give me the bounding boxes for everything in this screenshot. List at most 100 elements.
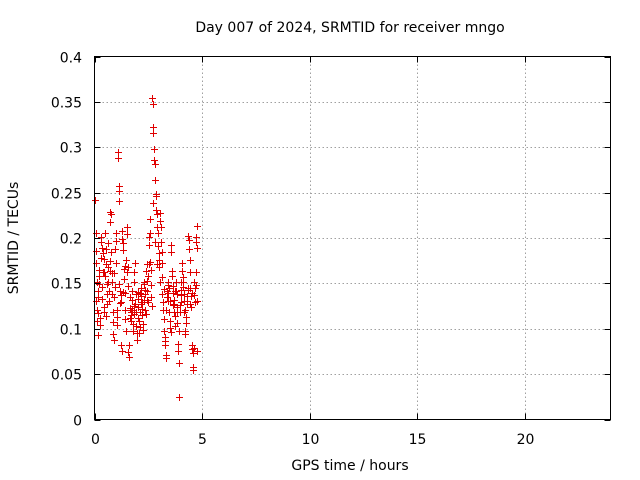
y-tick-label: 0.1: [60, 323, 82, 339]
data-point: [147, 216, 154, 223]
data-point: [96, 281, 103, 288]
data-point: [141, 279, 148, 286]
data-point: [191, 345, 198, 352]
data-point: [193, 234, 200, 241]
data-point: [154, 261, 161, 268]
data-point: [168, 329, 175, 336]
data-point: [110, 319, 117, 326]
data-point: [125, 264, 132, 271]
data-point: [158, 224, 165, 231]
data-point: [159, 249, 166, 256]
data-point: [193, 269, 200, 276]
data-point: [114, 314, 121, 321]
data-point: [110, 331, 117, 338]
data-point: [143, 311, 150, 318]
x-tick-label: 10: [302, 432, 320, 448]
data-point: [118, 342, 125, 349]
data-point: [95, 310, 102, 317]
data-point: [194, 348, 201, 355]
data-point: [102, 273, 109, 280]
data-point: [119, 228, 126, 235]
data-point: [129, 288, 136, 295]
data-point: [116, 281, 123, 288]
data-point: [194, 223, 201, 230]
data-point: [176, 360, 183, 367]
data-point: [157, 279, 164, 286]
data-point: [145, 299, 152, 306]
data-point: [150, 124, 157, 131]
data-point: [140, 327, 147, 334]
data-point: [120, 240, 127, 247]
x-tick-labels: 0 5 10 15 20: [91, 432, 534, 448]
data-point: [175, 348, 182, 355]
data-point: [150, 101, 157, 108]
data-point: [179, 260, 186, 267]
data-point: [190, 350, 197, 357]
data-point: [94, 307, 101, 314]
data-point: [188, 304, 195, 311]
axis-ticks: [94, 56, 611, 421]
data-point: [105, 240, 112, 247]
data-point: [152, 239, 159, 246]
data-point: [115, 149, 122, 156]
data-point: [172, 313, 179, 320]
data-point: [115, 155, 122, 162]
data-point: [182, 331, 189, 338]
data-point: [180, 274, 187, 281]
data-point: [137, 324, 144, 331]
data-point: [108, 211, 115, 218]
data-point: [186, 246, 193, 253]
data-point: [163, 307, 170, 314]
x-tick-label: 0: [91, 432, 100, 448]
data-point: [124, 224, 131, 231]
x-tick-label: 15: [409, 432, 427, 448]
y-tick-label: 0.4: [60, 51, 82, 67]
data-point: [111, 270, 118, 277]
data-point: [116, 198, 123, 205]
data-point: [176, 328, 183, 335]
data-point: [149, 95, 156, 102]
data-point: [189, 290, 196, 297]
data-point: [159, 291, 166, 298]
y-tick-label: 0.3: [60, 141, 82, 157]
data-point: [170, 302, 177, 309]
data-point: [139, 306, 146, 313]
data-point: [148, 282, 155, 289]
data-point: [133, 323, 140, 330]
data-point: [131, 279, 138, 286]
data-point: [134, 337, 141, 344]
chart-title: Day 007 of 2024, SRMTID for receiver mng…: [195, 20, 504, 36]
data-point: [140, 321, 147, 328]
data-point: [167, 318, 174, 325]
data-point: [113, 260, 120, 267]
data-point: [126, 342, 133, 349]
x-axis-label: GPS time / hours: [291, 458, 408, 474]
y-tick-label: 0.35: [51, 96, 82, 112]
data-point: [112, 284, 119, 291]
data-point: [119, 236, 126, 243]
data-point: [156, 250, 163, 257]
data-point: [144, 288, 151, 295]
data-point: [117, 288, 124, 295]
data-point: [117, 300, 124, 307]
data-point: [101, 256, 108, 263]
data-point: [110, 309, 117, 316]
data-point: [166, 285, 173, 292]
data-point: [95, 294, 102, 301]
data-point: [183, 320, 190, 327]
x-tick-label: 5: [198, 432, 207, 448]
data-point: [194, 298, 201, 305]
data-point: [154, 211, 161, 218]
data-point: [151, 157, 158, 164]
data-point: [152, 161, 159, 168]
data-point: [170, 283, 177, 290]
data-point: [99, 284, 106, 291]
data-point: [92, 197, 99, 204]
data-point: [128, 312, 135, 319]
data-point: [161, 316, 168, 323]
data-points: [92, 95, 201, 401]
data-point: [131, 311, 138, 318]
data-point: [116, 188, 123, 195]
data-point: [120, 247, 127, 254]
data-point: [146, 234, 153, 241]
